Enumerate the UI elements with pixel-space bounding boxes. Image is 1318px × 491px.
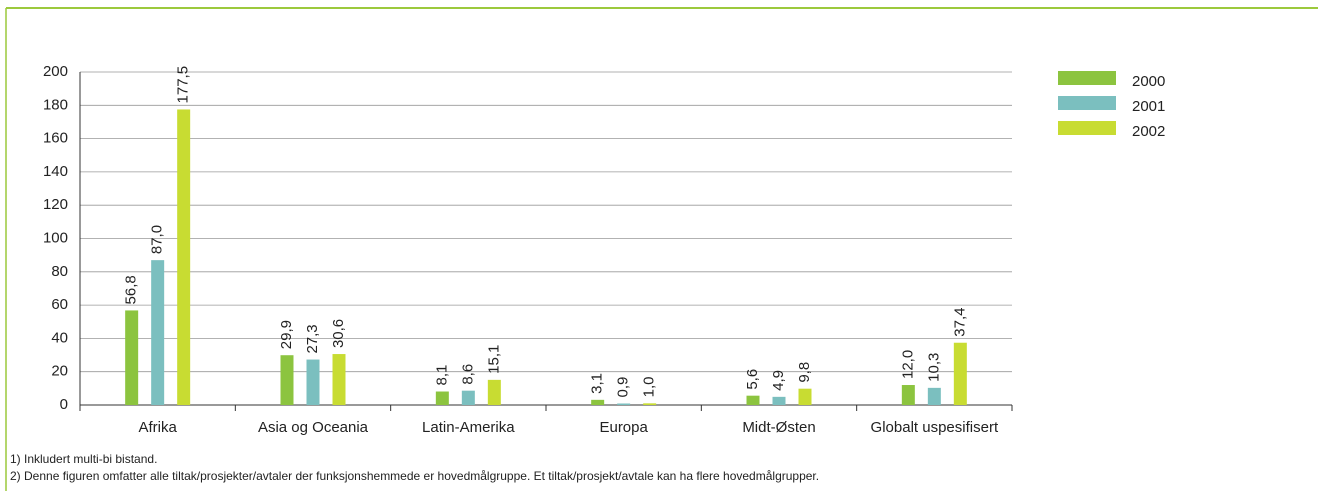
x-tick-label: Europa bbox=[599, 419, 648, 436]
y-tick-label: 200 bbox=[43, 63, 68, 80]
value-label: 10,3 bbox=[925, 353, 942, 382]
y-tick-label: 20 bbox=[51, 363, 68, 380]
value-label: 3,1 bbox=[589, 373, 606, 394]
bar bbox=[901, 385, 915, 405]
value-label: 87,0 bbox=[149, 225, 166, 254]
legend-swatch bbox=[1058, 96, 1116, 110]
x-tick-label: Latin-Amerika bbox=[422, 419, 515, 436]
bar bbox=[125, 310, 139, 405]
bar bbox=[617, 403, 631, 405]
bar bbox=[151, 260, 165, 405]
value-label: 37,4 bbox=[951, 308, 968, 337]
value-label: 8,1 bbox=[433, 365, 450, 386]
value-label: 27,3 bbox=[304, 324, 321, 353]
legend-label: 2001 bbox=[1132, 98, 1165, 115]
bar bbox=[927, 387, 941, 405]
bar bbox=[953, 342, 967, 405]
y-tick-label: 60 bbox=[51, 296, 68, 313]
y-tick-label: 120 bbox=[43, 196, 68, 213]
x-tick-label: Asia og Oceania bbox=[258, 419, 369, 436]
bar bbox=[461, 390, 475, 405]
bar bbox=[798, 388, 812, 405]
legend-swatch bbox=[1058, 121, 1116, 135]
value-label: 56,8 bbox=[123, 275, 140, 304]
value-label: 30,6 bbox=[330, 319, 347, 348]
value-label: 9,8 bbox=[796, 362, 813, 383]
y-tick-label: 180 bbox=[43, 96, 68, 113]
value-label: 177,5 bbox=[175, 66, 192, 104]
bar bbox=[487, 379, 501, 405]
bar bbox=[772, 396, 786, 405]
bar bbox=[280, 355, 294, 405]
x-tick-label: Globalt uspesifisert bbox=[871, 419, 999, 436]
value-label: 12,0 bbox=[899, 350, 916, 379]
value-label: 0,9 bbox=[615, 377, 632, 398]
y-tick-label: 160 bbox=[43, 130, 68, 147]
y-tick-label: 0 bbox=[60, 396, 68, 413]
bar bbox=[332, 354, 346, 405]
y-tick-label: 80 bbox=[51, 263, 68, 280]
legend-label: 2002 bbox=[1132, 123, 1165, 140]
value-label: 1,0 bbox=[641, 376, 658, 397]
bar bbox=[435, 391, 449, 405]
footnote: 1) Inkludert multi-bi bistand. bbox=[10, 452, 157, 466]
x-tick-label: Midt-Østen bbox=[742, 419, 815, 436]
bar bbox=[746, 395, 760, 405]
bar bbox=[306, 359, 320, 405]
bar bbox=[177, 109, 191, 406]
y-tick-label: 100 bbox=[43, 229, 68, 246]
value-label: 15,1 bbox=[485, 345, 502, 374]
x-tick-label: Afrika bbox=[138, 419, 177, 436]
footnote: 2) Denne figuren omfatter alle tiltak/pr… bbox=[10, 469, 819, 483]
bar bbox=[643, 403, 657, 405]
value-label: 8,6 bbox=[459, 364, 476, 385]
value-label: 5,6 bbox=[744, 369, 761, 390]
bar bbox=[591, 399, 605, 405]
legend-label: 2000 bbox=[1132, 73, 1165, 90]
y-tick-label: 140 bbox=[43, 163, 68, 180]
legend-swatch bbox=[1058, 71, 1116, 85]
value-label: 4,9 bbox=[770, 370, 787, 391]
y-tick-label: 40 bbox=[51, 329, 68, 346]
value-label: 29,9 bbox=[278, 320, 295, 349]
